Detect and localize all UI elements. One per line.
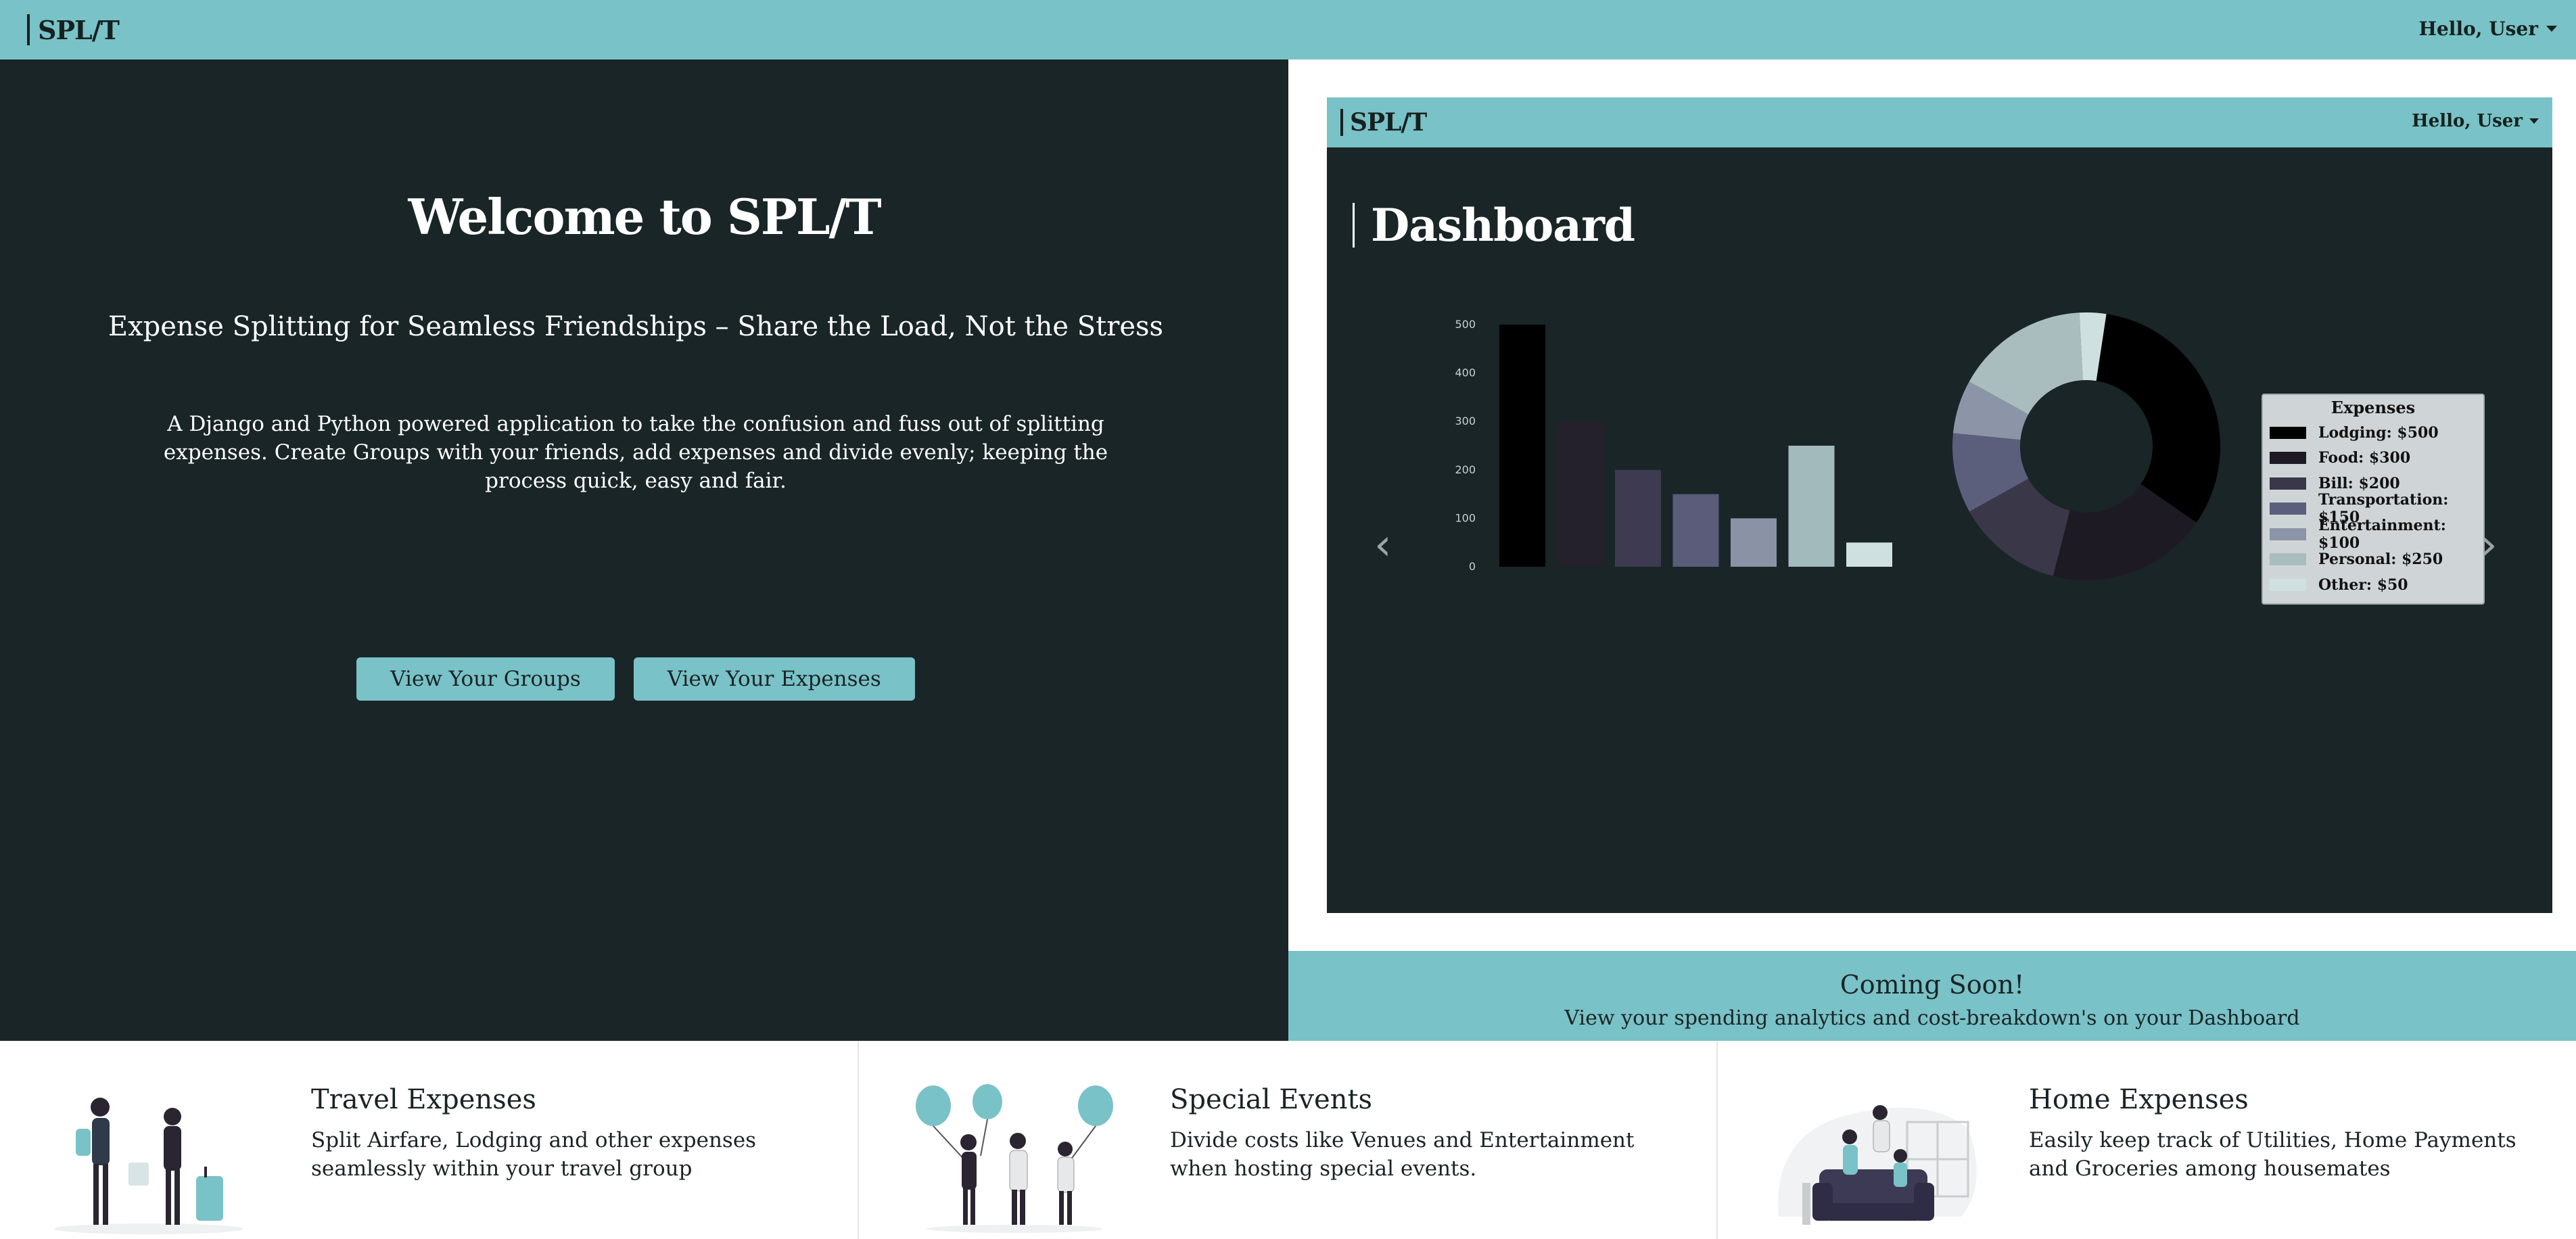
legend-label: Entertainment: $100	[2318, 516, 2446, 552]
legend-swatch	[2270, 578, 2306, 591]
legend-swatch	[2270, 528, 2306, 540]
hero-actions: View Your Groups View Your Expenses	[0, 657, 1271, 701]
bar-entertainment	[1731, 518, 1777, 567]
housemates-couch-illustration	[1778, 1105, 1977, 1225]
legend-title: Expenses	[2331, 398, 2416, 417]
legend-swatch	[2270, 502, 2306, 515]
features-section: Travel Expenses Split Airfare, Lodging a…	[0, 1041, 2576, 1239]
preview-brand-name: SPL/T	[1350, 108, 1427, 137]
legend-item-transportation: Transportation: $150	[2270, 491, 2477, 526]
bar-bill	[1615, 469, 1661, 567]
feature-card-events: Special Events Divide costs like Venues …	[859, 1041, 1718, 1239]
view-expenses-button[interactable]: View Your Expenses	[633, 657, 915, 701]
bar-personal	[1788, 446, 1835, 567]
chevron-left-icon[interactable]: ‹	[1374, 520, 1392, 570]
bar-other	[1846, 542, 1892, 567]
legend-swatch	[2270, 477, 2306, 490]
legend-item-food: Food: $300	[2270, 446, 2477, 471]
preview-brand-divider	[1340, 109, 1343, 136]
feature-card-home: Home Expenses Easily keep track of Utili…	[1718, 1041, 2576, 1239]
preview-navbar: SPL/T Hello, User	[1327, 97, 2552, 147]
view-groups-button[interactable]: View Your Groups	[356, 657, 615, 701]
dashboard-heading: Dashboard	[1353, 199, 1635, 252]
legend-label: Food: $300	[2318, 449, 2411, 467]
preview-brand-logo: SPL/T	[1340, 106, 1427, 139]
legend-item-personal: Personal: $250	[2270, 547, 2477, 573]
bar-food	[1557, 421, 1603, 567]
feature-title: Home Expenses	[2029, 1084, 2249, 1115]
user-menu-dropdown[interactable]: Hello, User	[2419, 18, 2557, 40]
brand-logo[interactable]: SPL/T	[27, 11, 120, 49]
travelers-illustration	[54, 1098, 243, 1234]
feature-title: Travel Expenses	[311, 1084, 536, 1115]
user-greeting: Hello, User	[2418, 18, 2538, 40]
hero-section: Welcome to SPL/T Expense Splitting for S…	[0, 60, 1288, 1041]
preview-user-greeting: Hello, User	[2412, 111, 2523, 131]
legend-label: Transportation: $150	[2318, 491, 2449, 527]
bar-transportation	[1672, 494, 1719, 567]
pie-slice-bill	[1969, 478, 2070, 576]
dashboard-heading-divider	[1353, 203, 1355, 248]
preview-user-menu: Hello, User	[2412, 111, 2539, 131]
dashboard-preview-carousel: SPL/T Hello, User Dashboard 0 100 200 300 40…	[1327, 97, 2552, 913]
caret-down-icon	[2546, 26, 2557, 32]
feature-title: Special Events	[1170, 1084, 1373, 1115]
y-tick-label: 100	[1455, 511, 1476, 524]
pie-slice-transportation	[1952, 433, 2029, 512]
coming-soon-title: Coming Soon!	[1840, 970, 2025, 1000]
pie-slice-food	[2053, 484, 2197, 580]
preview-caret-down-icon	[2529, 118, 2539, 124]
hero-subtitle: Expense Splitting for Seamless Friendshi…	[108, 311, 1164, 342]
legend-label: Other: $50	[2318, 576, 2408, 594]
feature-card-travel: Travel Expenses Split Airfare, Lodging a…	[0, 1041, 859, 1239]
bar-lodging	[1499, 325, 1545, 567]
legend-label: Personal: $250	[2318, 551, 2443, 569]
y-tick-label: 0	[1469, 560, 1476, 573]
y-tick-label: 400	[1455, 367, 1476, 379]
chart-legend: Expenses Lodging: $500 Food: $300 Bill: $2…	[2262, 394, 2485, 605]
top-navbar: SPL/T Hello, User	[0, 0, 2576, 60]
pie-slice-personal	[1969, 312, 2083, 415]
feature-description: Split Airfare, Lodging and other expense…	[311, 1128, 757, 1181]
hero-title: Welcome to SPL/T	[408, 188, 881, 246]
y-tick-label: 500	[1455, 318, 1476, 331]
legend-swatch	[2270, 426, 2306, 439]
y-tick-label: 200	[1455, 463, 1476, 476]
legend-swatch	[2270, 452, 2306, 465]
pie-slice-other	[2079, 312, 2107, 381]
legend-item-lodging: Lodging: $500	[2270, 420, 2477, 446]
coming-soon-subtitle: View your spending analytics and cost-br…	[1564, 1006, 2300, 1030]
feature-description: Divide costs like Venues and Entertainme…	[1170, 1128, 1635, 1181]
feature-description: Easily keep track of Utilities, Home Pay…	[2029, 1128, 2516, 1181]
pie-slice-lodging	[2096, 314, 2220, 523]
brand-name: SPL/T	[38, 14, 120, 45]
legend-item-other: Other: $50	[2270, 572, 2477, 598]
dashboard-preview-section: SPL/T Hello, User Dashboard 0 100 200 300 40…	[1288, 60, 2576, 1041]
legend-item-bill: Bill: $200	[2270, 471, 2477, 496]
y-tick-label: 300	[1455, 415, 1476, 427]
legend-item-entertainment: Entertainment: $100	[2270, 517, 2477, 552]
party-balloons-illustration	[916, 1084, 1113, 1233]
brand-divider	[27, 14, 30, 45]
coming-soon-banner: Coming Soon! View your spending analytic…	[1288, 951, 2576, 1041]
legend-swatch	[2270, 553, 2306, 566]
expense-charts: 0 100 200 300 400 500	[1455, 312, 2220, 580]
legend-label: Bill: $200	[2318, 474, 2400, 492]
pie-slice-entertainment	[1952, 381, 2029, 440]
dashboard-title: Dashboard	[1371, 199, 1635, 252]
hero-description: A Django and Python powered application …	[163, 412, 1108, 493]
legend-label: Lodging: $500	[2318, 423, 2439, 442]
